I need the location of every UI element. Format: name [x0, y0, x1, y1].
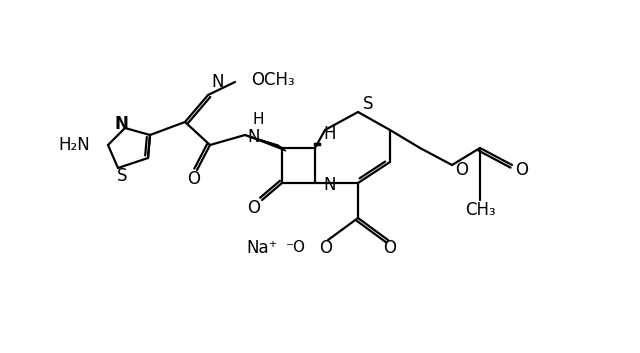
Text: O: O	[515, 161, 528, 179]
Text: S: S	[116, 167, 127, 185]
Text: ⁻O: ⁻O	[286, 240, 306, 256]
Text: O: O	[248, 199, 260, 217]
Text: S: S	[363, 95, 374, 113]
Text: H: H	[323, 125, 335, 143]
Text: N: N	[247, 128, 259, 146]
Text: N: N	[323, 176, 335, 194]
Polygon shape	[245, 135, 286, 151]
Text: O: O	[319, 239, 333, 257]
Text: O: O	[188, 170, 200, 188]
Text: O: O	[383, 239, 397, 257]
Text: OCH₃: OCH₃	[251, 71, 295, 89]
Text: H₂N: H₂N	[58, 136, 90, 154]
Text: O: O	[455, 161, 468, 179]
Text: N: N	[114, 115, 128, 133]
Text: CH₃: CH₃	[465, 201, 495, 219]
Text: H: H	[253, 112, 264, 127]
Text: N: N	[211, 73, 223, 91]
Text: Na⁺: Na⁺	[246, 239, 278, 257]
